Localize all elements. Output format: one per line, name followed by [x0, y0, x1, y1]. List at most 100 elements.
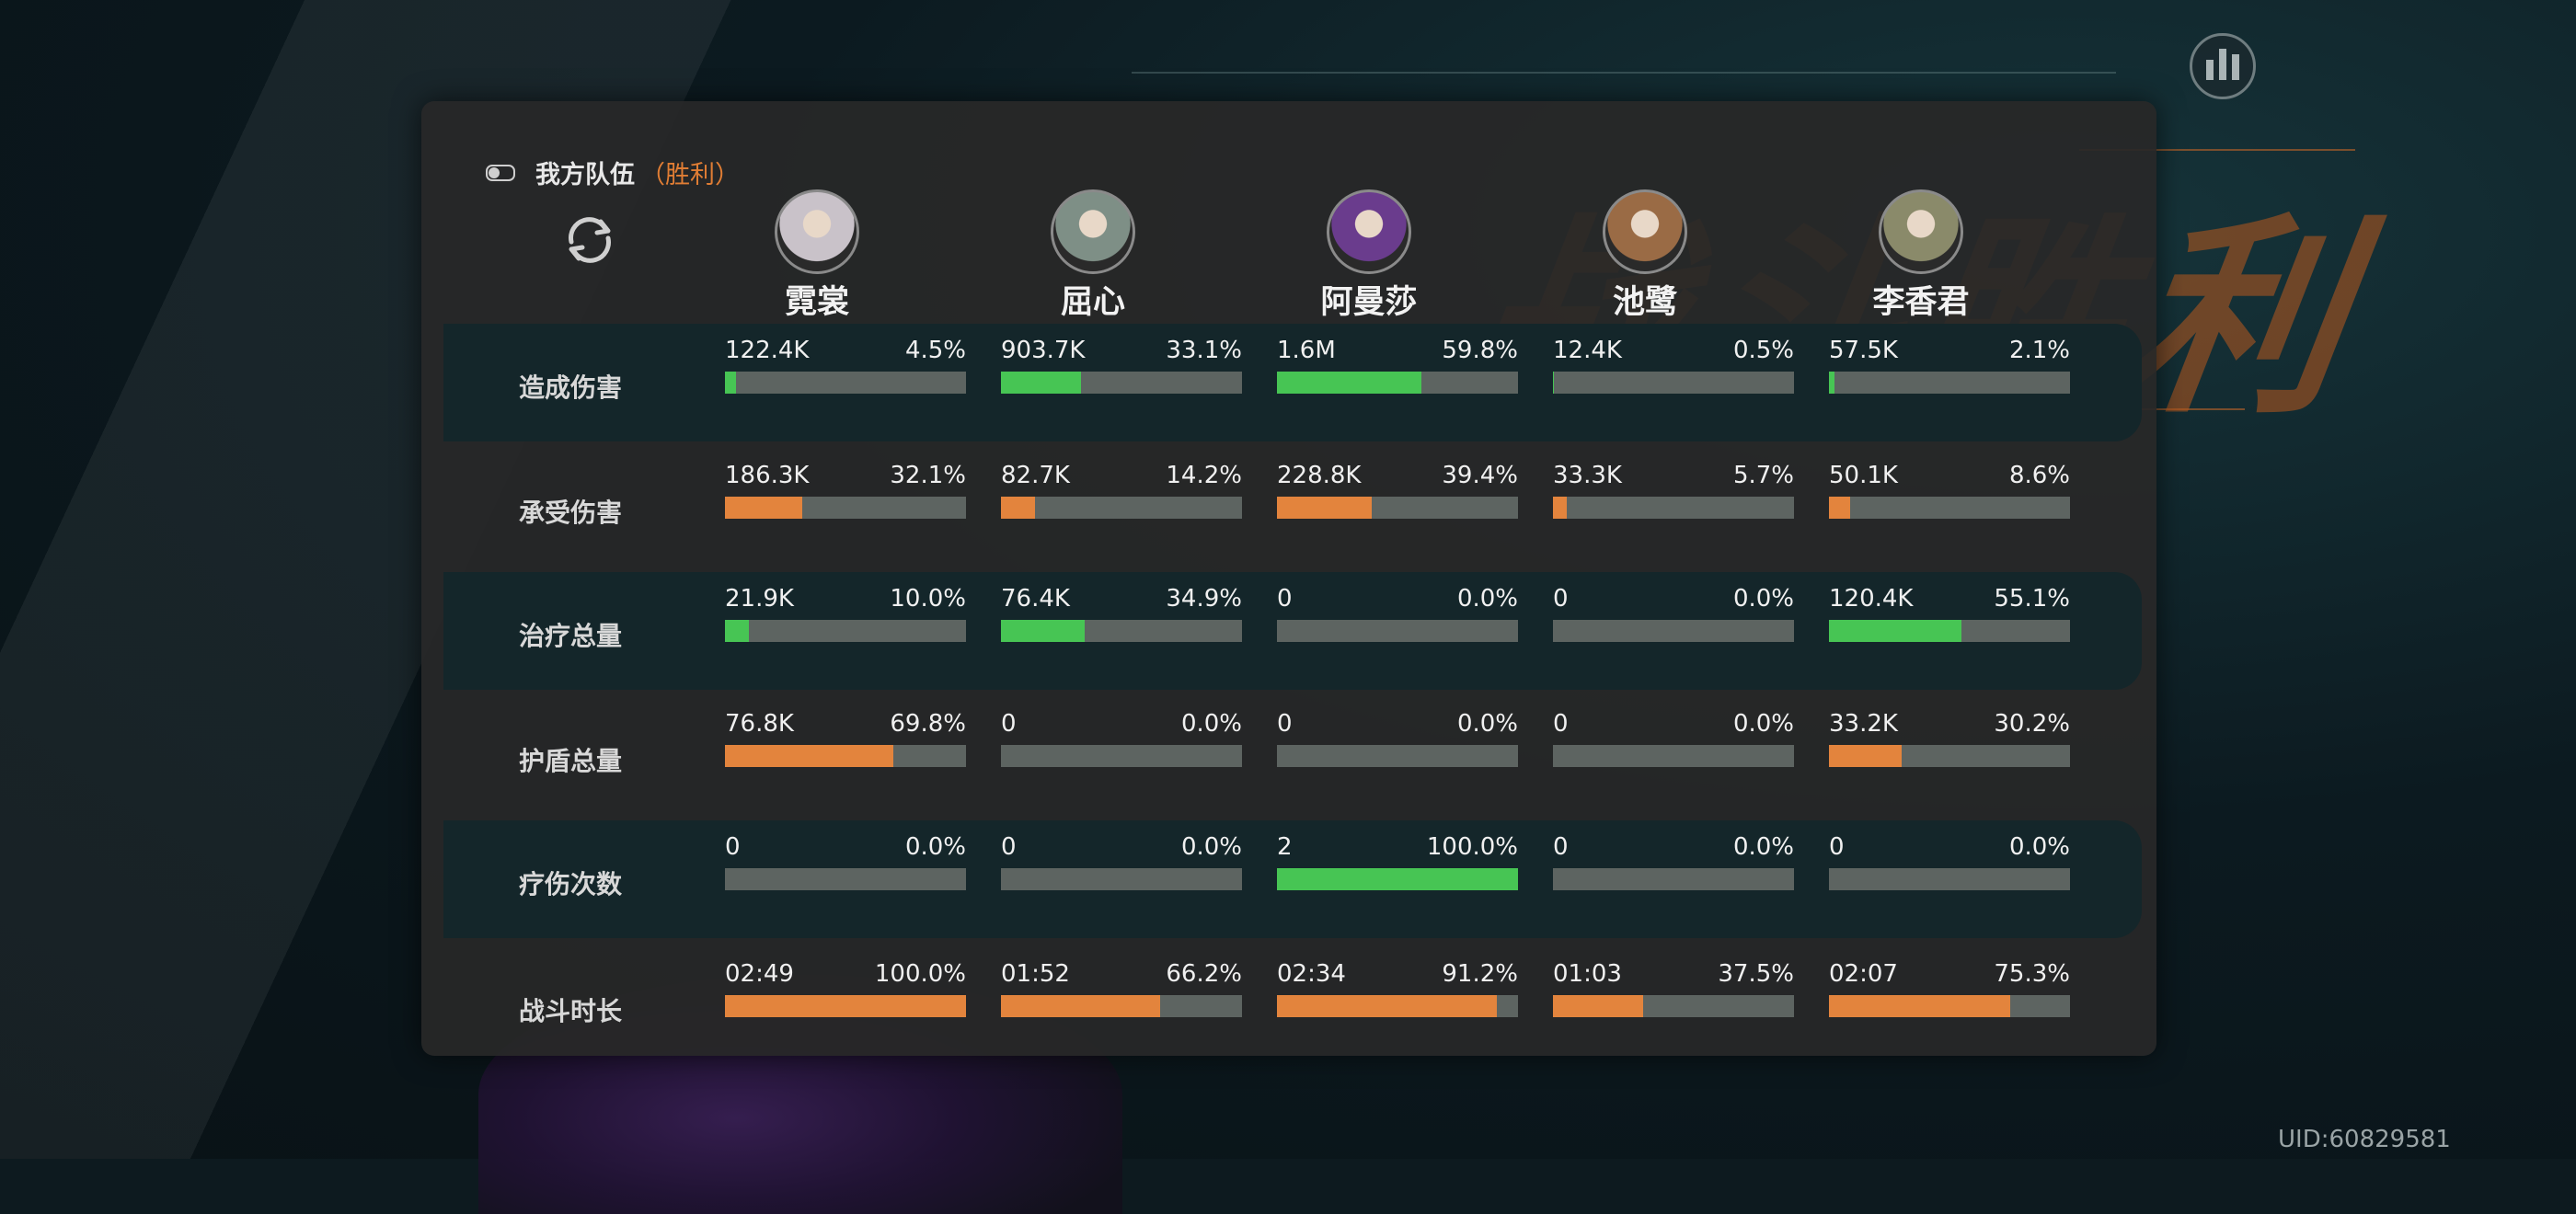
- stat-value: 57.5K: [1829, 337, 1898, 364]
- stat-cell: 01:52 66.2%: [1001, 960, 1242, 1017]
- hero-portrait: [1603, 189, 1687, 274]
- stat-cell: 1.6M 59.8%: [1277, 337, 1518, 394]
- stat-percent: 75.3%: [1994, 960, 2070, 988]
- stat-value: 120.4K: [1829, 585, 1914, 613]
- statistics-icon[interactable]: [2190, 33, 2256, 99]
- battle-stats-panel: 我方队伍 （胜利） 霓裳 屈心 阿曼莎 池鹭 李香君 造成伤害 122.4K 4.5% 903…: [421, 101, 2156, 1056]
- stat-cell: 228.8K 39.4%: [1277, 462, 1518, 519]
- stat-percent: 5.7%: [1732, 462, 1794, 489]
- stat-label: 战斗时长: [519, 996, 623, 1026]
- stat-percent: 2.1%: [2008, 337, 2070, 364]
- team-header: 我方队伍 （胜利）: [486, 155, 740, 190]
- stat-cell: 57.5K 2.1%: [1829, 337, 2070, 394]
- progress-bar: [1001, 745, 1242, 767]
- progress-bar: [1277, 745, 1518, 767]
- progress-bar: [1277, 620, 1518, 642]
- stat-percent: 59.8%: [1442, 337, 1518, 364]
- progress-fill: [1829, 620, 1962, 642]
- progress-bar: [1277, 372, 1518, 394]
- stat-label: 治疗总量: [519, 621, 623, 651]
- progress-fill: [1277, 497, 1373, 519]
- stat-row: 护盾总量 76.8K 69.8% 0 0.0% 0 0.0% 0 0.0% 33.2K 30.2%: [443, 697, 2142, 815]
- stat-percent: 55.1%: [1994, 585, 2070, 613]
- stat-value: 228.8K: [1277, 462, 1362, 489]
- hero-name: 阿曼莎: [1320, 284, 1418, 321]
- progress-bar: [1277, 995, 1518, 1017]
- progress-fill: [1553, 372, 1555, 394]
- decor-line: [2079, 408, 2245, 410]
- stat-label: 疗伤次数: [519, 869, 623, 899]
- progress-bar: [725, 620, 966, 642]
- stat-value: 0: [1553, 710, 1569, 738]
- stat-cell: 0 0.0%: [1553, 833, 1794, 890]
- progress-fill: [725, 745, 893, 767]
- stat-label: 护盾总量: [519, 746, 623, 776]
- stat-percent: 0.0%: [1456, 585, 1518, 613]
- stat-row: 战斗时长 02:49 100.0% 01:52 66.2% 02:34 91.2% 01:03…: [443, 947, 2142, 1065]
- stat-value: 33.3K: [1553, 462, 1622, 489]
- progress-bar: [725, 995, 966, 1017]
- stat-cell: 21.9K 10.0%: [725, 585, 966, 642]
- stat-cell: 01:03 37.5%: [1553, 960, 1794, 1017]
- hero-portrait: [1879, 189, 1963, 274]
- stat-cell: 33.3K 5.7%: [1553, 462, 1794, 519]
- hero-column-header[interactable]: 李香君: [1852, 189, 1990, 323]
- toggle-icon[interactable]: [486, 164, 515, 181]
- stat-cell: 2 100.0%: [1277, 833, 1518, 890]
- progress-bar: [1829, 620, 2070, 642]
- progress-bar: [1001, 372, 1242, 394]
- progress-bar: [1829, 995, 2070, 1017]
- progress-bar: [725, 745, 966, 767]
- stat-cell: 0 0.0%: [1277, 710, 1518, 767]
- stat-cell: 120.4K 55.1%: [1829, 585, 2070, 642]
- decor-line: [1132, 72, 2116, 74]
- stat-cell: 50.1K 8.6%: [1829, 462, 2070, 519]
- stat-percent: 34.9%: [1166, 585, 1242, 613]
- progress-fill: [1001, 620, 1086, 642]
- stat-cell: 02:34 91.2%: [1277, 960, 1518, 1017]
- progress-bar: [1277, 868, 1518, 890]
- hero-column-header[interactable]: 阿曼莎: [1300, 189, 1438, 323]
- hero-column-header[interactable]: 池鹭: [1576, 189, 1714, 323]
- stat-percent: 0.0%: [1732, 710, 1794, 738]
- hero-column-header[interactable]: 霓裳: [748, 189, 886, 323]
- stat-value: 0: [1277, 710, 1293, 738]
- stat-value: 186.3K: [725, 462, 810, 489]
- stat-percent: 33.1%: [1166, 337, 1242, 364]
- stat-value: 76.4K: [1001, 585, 1070, 613]
- stat-cell: 76.8K 69.8%: [725, 710, 966, 767]
- stat-value: 0: [1553, 585, 1569, 613]
- hero-portrait: [1327, 189, 1411, 274]
- stat-label: 承受伤害: [519, 498, 623, 528]
- refresh-button[interactable]: [559, 210, 620, 270]
- team-label: 我方队伍: [535, 161, 635, 189]
- stat-cell: 186.3K 32.1%: [725, 462, 966, 519]
- progress-fill: [1001, 995, 1161, 1017]
- progress-bar: [1829, 372, 2070, 394]
- stat-percent: 0.0%: [1180, 710, 1242, 738]
- stat-cell: 33.2K 30.2%: [1829, 710, 2070, 767]
- stat-percent: 32.1%: [890, 462, 966, 489]
- stat-row: 造成伤害 122.4K 4.5% 903.7K 33.1% 1.6M 59.8% 12.4K 0…: [443, 324, 2142, 441]
- stat-percent: 66.2%: [1166, 960, 1242, 988]
- progress-fill: [1001, 372, 1081, 394]
- stat-row: 治疗总量 21.9K 10.0% 76.4K 34.9% 0 0.0% 0 0.0% 120.4K…: [443, 572, 2142, 690]
- stat-cell: 0 0.0%: [1829, 833, 2070, 890]
- stat-value: 50.1K: [1829, 462, 1898, 489]
- stat-label: 造成伤害: [519, 372, 623, 403]
- stat-percent: 30.2%: [1994, 710, 2070, 738]
- hero-portrait: [775, 189, 859, 274]
- progress-fill: [1277, 995, 1497, 1017]
- stat-cell: 903.7K 33.1%: [1001, 337, 1242, 394]
- stat-cell: 02:07 75.3%: [1829, 960, 2070, 1017]
- stat-percent: 39.4%: [1442, 462, 1518, 489]
- stat-value: 0: [725, 833, 741, 861]
- progress-fill: [725, 372, 736, 394]
- stat-value: 0: [1001, 710, 1017, 738]
- stat-cell: 0 0.0%: [1001, 833, 1242, 890]
- progress-fill: [1829, 745, 1903, 767]
- stat-cell: 82.7K 14.2%: [1001, 462, 1242, 519]
- progress-bar: [1001, 995, 1242, 1017]
- stat-value: 0: [1553, 833, 1569, 861]
- hero-column-header[interactable]: 屈心: [1024, 189, 1162, 323]
